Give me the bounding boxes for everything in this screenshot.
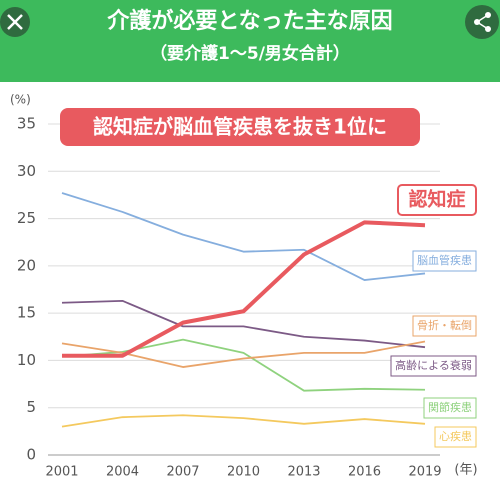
legend-box [434, 426, 477, 448]
close-button[interactable] [0, 7, 30, 37]
x-tick-label: 2007 [166, 465, 199, 480]
line-series [62, 220, 426, 358]
x-tick-label: 2016 [348, 465, 381, 480]
plot: 0 5 10 15 20 25 30 35 2001 2004 2007 2010 2013 2016 20… [17, 115, 477, 480]
y-tick-label: 5 [26, 398, 36, 416]
y-tick-label: 10 [17, 351, 36, 369]
chart-subtitle: （要介護1～5/男女合計） [150, 43, 350, 64]
legend-label: 認知症 [408, 188, 465, 211]
y-tick-label: 20 [17, 256, 36, 274]
x-tick-label: 2004 [106, 465, 139, 480]
legend-label: 脳血管疾患 [417, 253, 472, 267]
x-tick-label: 2001 [45, 465, 78, 480]
x-tick-label: 2013 [287, 465, 320, 480]
line-series [61, 192, 426, 281]
legend-label: 関節疾患 [428, 400, 472, 414]
y-axis-label: (%) [10, 93, 31, 107]
chart-title: 介護が必要となった主な原因 [106, 8, 392, 34]
legend-label: 骨折・転倒 [417, 318, 472, 332]
y-tick-label: 0 [26, 446, 36, 464]
y-tick-label: 25 [17, 209, 36, 227]
line-series [61, 414, 426, 428]
share-button[interactable] [465, 5, 499, 39]
legend-box [412, 250, 477, 272]
y-tick-label: 15 [17, 304, 36, 322]
legend-label: 心疾患 [439, 429, 472, 443]
x-tick-label: 2010 [227, 465, 260, 480]
line-series [61, 338, 426, 392]
y-tick-label: 35 [17, 115, 36, 133]
legend-box [390, 355, 477, 377]
x-axis-label: (年) [454, 463, 477, 478]
line-series [61, 340, 426, 368]
annotation: 認知症が脳血管疾患を抜き1位に [93, 115, 387, 139]
y-tick-label: 30 [17, 162, 36, 180]
legend-box [423, 397, 477, 419]
annotation-box [60, 108, 420, 146]
legend-label: 高齢による衰弱 [395, 358, 472, 372]
x-tick-label: 2019 [408, 465, 441, 480]
legend-box [412, 315, 477, 337]
legend-box [397, 184, 477, 216]
line-series [61, 299, 426, 349]
